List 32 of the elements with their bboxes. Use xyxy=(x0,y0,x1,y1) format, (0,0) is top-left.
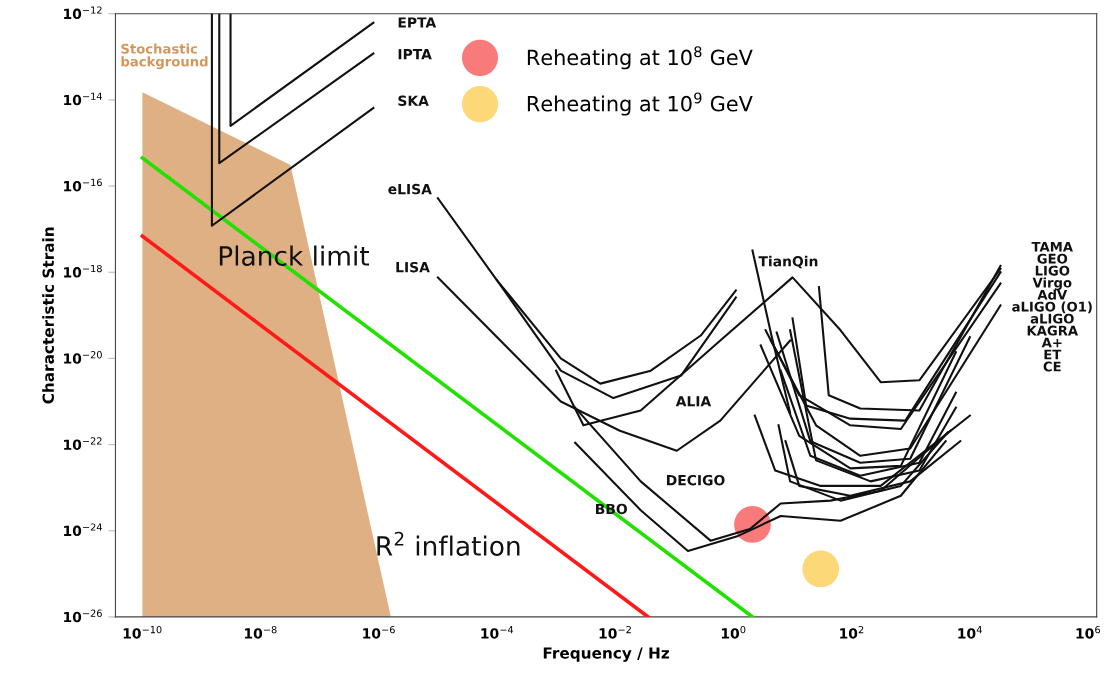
annotation: ALIA xyxy=(675,396,712,407)
x-tick-label: 10$^{−2}$ xyxy=(599,625,631,639)
y-tick-label: 10$^{−20}$ xyxy=(64,351,102,364)
y-axis-title: Characteristic Strain xyxy=(42,227,55,404)
annotation: IPTA xyxy=(398,49,432,60)
x-tick-label: 10$^{−4}$ xyxy=(481,626,514,639)
legend-label: Reheating at 10$^{9}$ GeV xyxy=(527,92,753,116)
annotation: EPTA xyxy=(398,17,437,28)
annotation: SKA xyxy=(398,95,429,106)
annotation: Stochastic background xyxy=(121,43,208,70)
text: TAMA GEO LIGO Virgo AdV aLIGO (O1) aLIGO KAGRA A+ ET CE xyxy=(1012,241,1092,372)
annotation: TianQin xyxy=(758,255,818,269)
x-tick-label: 10$^{0}$ xyxy=(721,625,746,639)
y-tick-label: 10$^{−22}$ xyxy=(64,437,102,450)
y-tick-label: 10$^{−18}$ xyxy=(64,264,102,278)
x-tick-label: 10$^{−8}$ xyxy=(245,625,277,639)
y-tick-label: 10$^{−12}$ xyxy=(64,6,102,20)
y-tick-label: 10$^{−26}$ xyxy=(64,609,102,623)
y-tick-label: 10$^{−16}$ xyxy=(64,178,102,192)
y-tick-label: 10$^{−24}$ xyxy=(64,523,102,537)
legend-label: Reheating at 10$^{8}$ GeV xyxy=(527,46,753,70)
x-tick-label: 10$^{6}$ xyxy=(1076,625,1101,639)
y-tick-label: 10$^{−14}$ xyxy=(64,92,102,106)
x-axis-title: Frequency / Hz xyxy=(543,647,669,662)
annotation: R$^{2}$ inflation xyxy=(377,531,520,556)
x-tick-label: 10$^{−6}$ xyxy=(363,625,395,639)
x-tick-label: 10$^{4}$ xyxy=(958,626,982,639)
x-tick-label: 10$^{−10}$ xyxy=(123,625,162,639)
annotation: eLISA xyxy=(388,183,432,195)
annotation: LISA xyxy=(396,261,430,273)
annotation: DECIGO xyxy=(666,474,725,486)
x-tick-label: 10$^{2}$ xyxy=(840,625,864,639)
